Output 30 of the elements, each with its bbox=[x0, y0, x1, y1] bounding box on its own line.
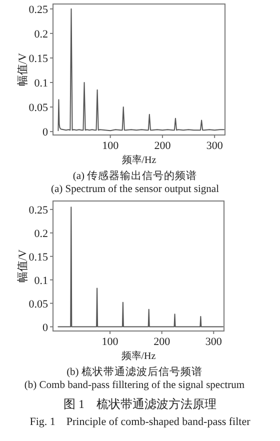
y-tick-label: 0 bbox=[42, 322, 48, 334]
y-tick-label: 0.2 bbox=[34, 228, 48, 240]
y-tick-label: 0.15 bbox=[28, 251, 48, 264]
line-series bbox=[58, 8, 224, 132]
x-tick-label: 100 bbox=[102, 336, 119, 348]
y-tick-label: 0.05 bbox=[28, 298, 48, 310]
x-tick-label: 300 bbox=[206, 140, 224, 152]
x-axis-title: 频率/Hz bbox=[122, 154, 157, 166]
caption: Fig. 1 Principle of comb-shaped band-pass filter bbox=[30, 416, 251, 428]
x-tick-label: 300 bbox=[205, 336, 222, 348]
y-tick-label: 0.15 bbox=[28, 52, 48, 65]
line-series bbox=[58, 206, 224, 328]
y-tick-label: 0.2 bbox=[34, 28, 48, 40]
x-tick-label: 100 bbox=[102, 140, 120, 152]
y-tick-label: 0.25 bbox=[28, 204, 48, 216]
text: (a) 传感器输出信号的频谱 bbox=[72, 169, 198, 182]
x-tick-label: 200 bbox=[154, 336, 171, 348]
y-axis-title: 幅值/V bbox=[17, 249, 29, 282]
text: (a) Spectrum of the sensor output signal bbox=[51, 184, 220, 195]
caption: 图 1 梳状带通滤波方法原理 bbox=[64, 397, 216, 411]
y-tick-label: 0 bbox=[42, 126, 48, 139]
text: (b) 梳状带通滤波后信号频谱 bbox=[66, 365, 202, 378]
x-axis-title: 频率/Hz bbox=[121, 350, 156, 362]
y-tick-label: 0.1 bbox=[34, 78, 48, 90]
y-axis-title: 幅值/V bbox=[17, 52, 29, 86]
y-tick-label: 0.25 bbox=[28, 4, 48, 16]
y-tick-label: 0.05 bbox=[28, 102, 48, 114]
text: (b) Comb band-pass filltering of the signal spectrum bbox=[24, 380, 245, 391]
y-tick-label: 0.1 bbox=[34, 274, 48, 287]
x-tick-label: 200 bbox=[154, 140, 172, 152]
